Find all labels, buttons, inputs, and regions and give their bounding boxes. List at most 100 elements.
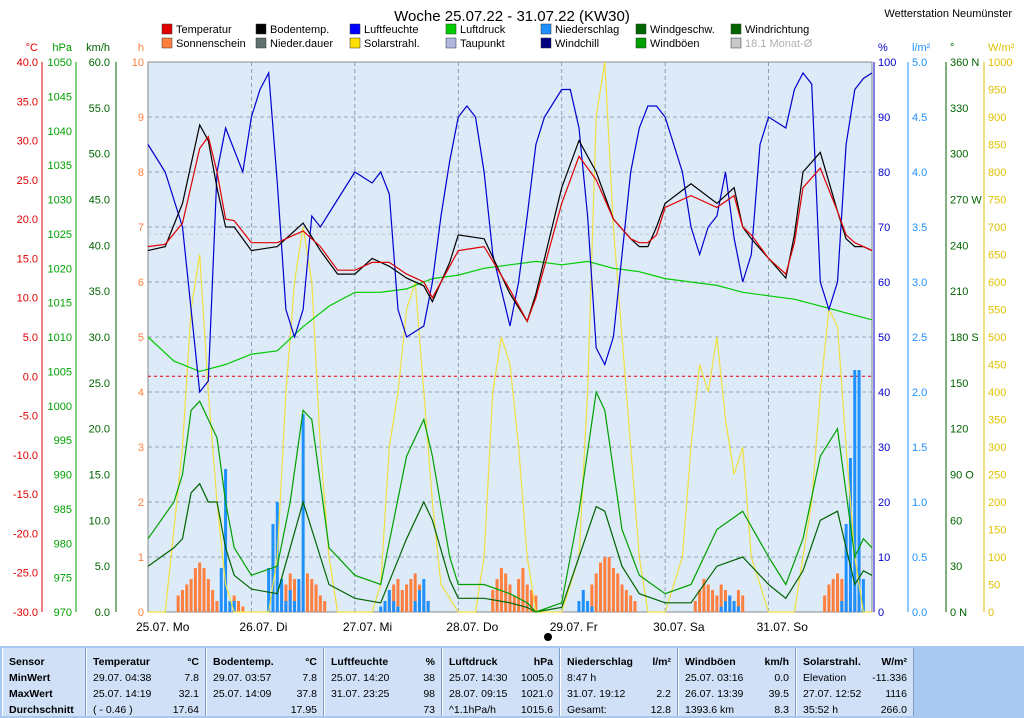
hpa-tick-label: 1045 (48, 91, 72, 103)
direction-tick-label: 120 (950, 424, 968, 436)
rain-bar (383, 601, 387, 612)
stats-cell-value: 1021.0 (520, 688, 553, 700)
wind-axis-unit: km/h (86, 42, 110, 54)
temp-tick-label: 25.0 (17, 175, 38, 187)
temp-axis-unit: °C (26, 42, 38, 54)
rain-bar (392, 601, 396, 612)
legend-label: Luftdruck (460, 24, 506, 36)
direction-tick-label: 180 S (950, 332, 979, 344)
stats-cell-label: 28.07. 09:15 (449, 688, 508, 700)
stats-column-title: Solarstrahl. (803, 656, 861, 668)
rain-tick-label: 4.0 (912, 167, 927, 179)
sunshine-bar (702, 579, 706, 612)
humidity-tick-label: 80 (878, 167, 890, 179)
sunshine-bar (603, 557, 607, 612)
legend-label: Windböen (650, 38, 700, 50)
stats-cell-value: 98 (423, 688, 435, 700)
solar-tick-label: 50 (988, 580, 1000, 592)
stats-cell-value: 39.5 (768, 688, 789, 700)
stats-label-avg: Durchschnitt (9, 704, 74, 716)
stats-column: Luftfeuchte% 25.07. 14:20 38 31.07. 23:25 98… (324, 648, 442, 716)
temp-tick-label: -10.0 (13, 450, 38, 462)
hours-tick-label: 10 (132, 57, 144, 69)
stats-table: Sensor MinWert MaxWert Durchschnitt Temp… (0, 646, 1024, 718)
stats-cell-label: 29.07. 04:38 (93, 672, 152, 684)
stats-column: Windböen km/h 25.07. 03:16 0.0 26.07. 13:39 3… (678, 648, 796, 716)
hours-tick-label: 1 (138, 552, 144, 564)
sunshine-bar (206, 579, 210, 612)
solar-tick-label: 0 (988, 607, 994, 619)
solar-tick-label: 300 (988, 442, 1006, 454)
sunshine-bar (530, 590, 534, 612)
sunshine-bar (590, 584, 594, 612)
sunshine-bar (607, 557, 611, 612)
wind-tick-label: 5.0 (95, 561, 110, 573)
x-tick-label: 29.07. Fr (550, 620, 598, 634)
rain-bar (426, 601, 430, 612)
rain-tick-label: 3.0 (912, 277, 927, 289)
direction-tick-label: 330 (950, 103, 968, 115)
temp-tick-label: 20.0 (17, 214, 38, 226)
direction-tick-label: 0 N (950, 607, 967, 619)
stats-cell-label: 29.07. 03:57 (213, 672, 272, 684)
hpa-tick-label: 1010 (48, 332, 72, 344)
sunshine-bar (594, 573, 598, 612)
stats-column-unit: % (425, 656, 435, 668)
series-line-bodentemp (147, 123, 873, 323)
stats-cell-label: 31.07. 23:25 (331, 688, 390, 700)
humidity-tick-label: 40 (878, 387, 890, 399)
temp-tick-label: 40.0 (17, 57, 38, 69)
sunshine-bar (620, 584, 624, 612)
sunshine-bar (706, 584, 710, 612)
rain-bar (422, 579, 426, 612)
stats-column-title: Windböen (685, 656, 736, 668)
series-line-solarstrahl (148, 61, 872, 613)
direction-tick-label: 90 O (950, 470, 974, 482)
stats-cell-label: 25.07. 03:16 (685, 672, 744, 684)
sunshine-bar (323, 601, 327, 612)
sunshine-bar (189, 579, 193, 612)
rain-bar (853, 370, 857, 612)
solar-axis-unit: W/m² (988, 42, 1015, 54)
sunshine-bar (827, 584, 831, 612)
stats-column: Niederschlag l/m² 8:47 h 31.07. 19:12 2.2 Ges… (560, 648, 678, 716)
sunshine-bar (314, 584, 318, 612)
stats-cell-value: 1116 (885, 688, 907, 700)
x-tick-label: 31.07. So (757, 620, 809, 634)
sunshine-bar (185, 584, 189, 612)
stats-cell-value: 1015.6 (520, 704, 553, 716)
hpa-tick-label: 980 (54, 538, 72, 550)
legend-label: Sonnenschein (176, 38, 246, 50)
stats-cell-value: 2.2 (656, 688, 671, 700)
rain-bar (228, 601, 232, 612)
hours-tick-label: 7 (138, 222, 144, 234)
rain-bar (387, 590, 391, 612)
rain-bar (848, 458, 852, 612)
solar-tick-label: 400 (988, 387, 1006, 399)
humidity-tick-label: 60 (878, 277, 890, 289)
wind-tick-label: 10.0 (89, 515, 110, 527)
rain-tick-label: 0.0 (912, 607, 927, 619)
temp-tick-label: 30.0 (17, 136, 38, 148)
direction-tick-label: 30 (950, 561, 962, 573)
rain-tick-label: 5.0 (912, 57, 927, 69)
solar-tick-label: 500 (988, 332, 1006, 344)
hours-tick-label: 6 (138, 277, 144, 289)
hpa-axis-unit: hPa (52, 42, 72, 54)
stats-cell-value: 17.95 (290, 704, 317, 716)
rain-bar (736, 606, 740, 612)
hpa-tick-label: 1050 (48, 57, 72, 69)
rain-bar (586, 601, 590, 612)
rain-bar (284, 601, 288, 612)
temp-tick-label: -20.0 (13, 528, 38, 540)
rain-bar (224, 469, 228, 612)
solar-tick-label: 700 (988, 222, 1006, 234)
wind-tick-label: 0.0 (95, 607, 110, 619)
stats-column-unit: l/m² (652, 656, 671, 668)
rain-bar (732, 601, 736, 612)
sunshine-bar (517, 579, 521, 612)
solar-tick-label: 350 (988, 415, 1006, 427)
solar-tick-label: 100 (988, 552, 1006, 564)
wind-tick-label: 15.0 (89, 470, 110, 482)
legend-swatch (161, 37, 173, 49)
